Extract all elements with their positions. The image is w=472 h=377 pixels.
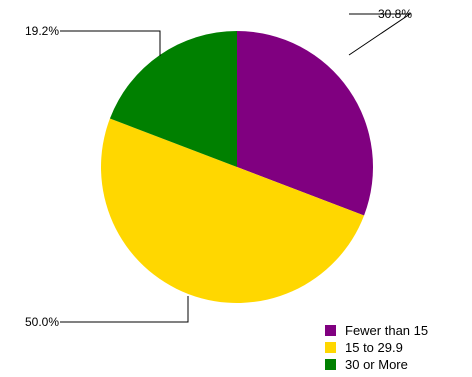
- pie-slice-15-to-29-9: [100, 118, 365, 303]
- data-label: 30.8%: [378, 7, 412, 21]
- data-label: 50.0%: [25, 315, 59, 329]
- legend-swatch: [325, 325, 336, 336]
- legend-swatch: [325, 342, 336, 353]
- pie-slices: [100, 31, 373, 303]
- leader-line: [60, 30, 161, 56]
- pie-slice-30-or-more: [109, 31, 237, 167]
- legend: Fewer than 15 15 to 29.9 30 or More: [325, 322, 428, 373]
- legend-label: 30 or More: [345, 357, 408, 372]
- data-label: 19.2%: [25, 24, 59, 38]
- legend-item-30-or-more: 30 or More: [325, 356, 428, 373]
- legend-item-fewer-than-15: Fewer than 15: [325, 322, 428, 339]
- legend-label: 15 to 29.9: [345, 340, 403, 355]
- leader-line: [348, 13, 412, 56]
- label-leaders: [60, 13, 412, 323]
- legend-label: Fewer than 15: [345, 323, 429, 338]
- legend-item-15-to-29-9: 15 to 29.9: [325, 339, 428, 356]
- leader-line: [60, 296, 189, 323]
- data-labels: 30.8% 50.0% 19.2%: [25, 7, 412, 329]
- legend-swatch: [325, 359, 336, 370]
- pie-slice-fewer-than-15: [237, 31, 373, 216]
